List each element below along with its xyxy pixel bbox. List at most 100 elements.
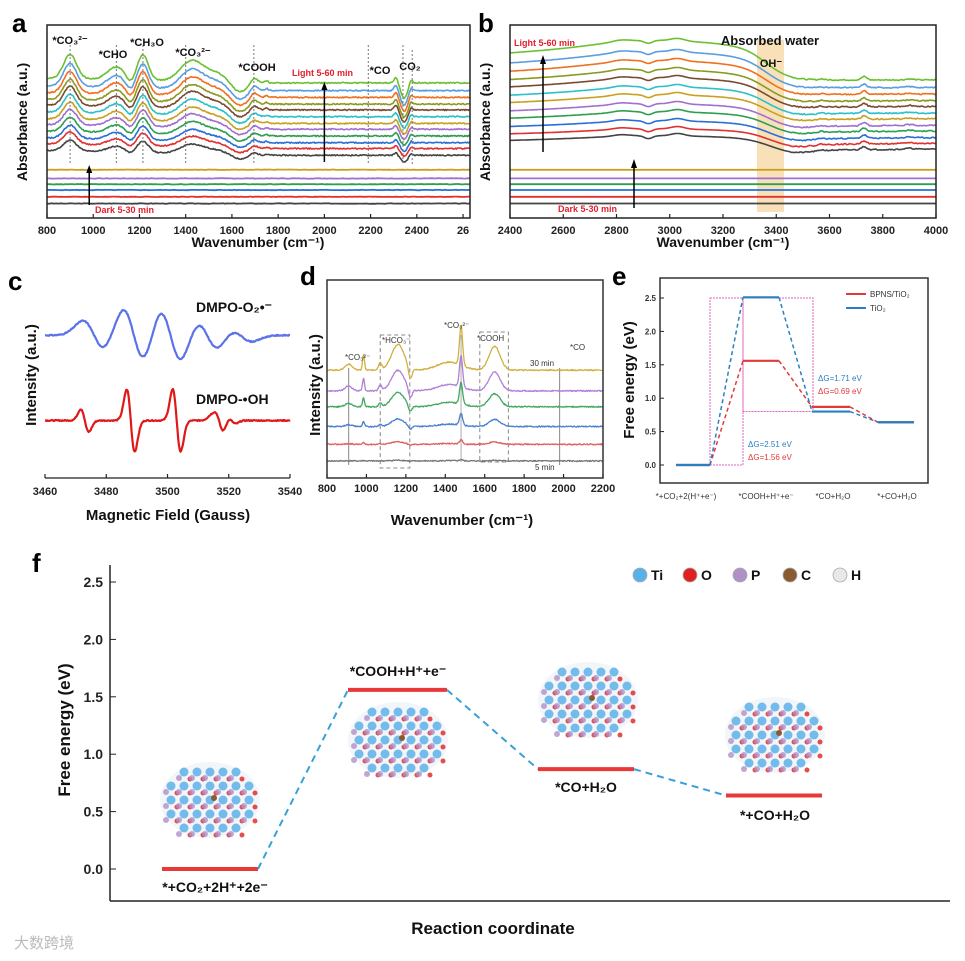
watermark: 大数跨境 bbox=[14, 934, 74, 952]
ti-atom bbox=[596, 723, 606, 733]
level-connector bbox=[849, 406, 879, 423]
atom-legend-label: H bbox=[851, 567, 861, 583]
p-atom bbox=[403, 757, 409, 763]
annotation-dg-156: ΔG=1.56 eV bbox=[748, 453, 792, 462]
ti-atom bbox=[406, 735, 416, 745]
ti-atom bbox=[354, 749, 364, 759]
highlight-box bbox=[479, 331, 509, 463]
p-atom bbox=[202, 817, 208, 823]
p-atom bbox=[429, 729, 435, 735]
panel-b-x-tick-label: 2800 bbox=[604, 225, 628, 237]
p-atom bbox=[241, 789, 247, 795]
o-atom bbox=[817, 725, 823, 731]
panel-d-x-label: Wavenumber (cm⁻¹) bbox=[391, 512, 533, 529]
ti-atom bbox=[244, 795, 254, 805]
o-atom bbox=[440, 730, 446, 736]
panel-f-y-tick-label: 2.5 bbox=[84, 574, 104, 590]
ti-atom bbox=[744, 716, 754, 726]
ti-atom bbox=[796, 758, 806, 768]
panel-letter-c: c bbox=[8, 266, 22, 296]
panel-f-x-label: Reaction coordinate bbox=[411, 919, 574, 938]
ti-atom bbox=[218, 781, 228, 791]
panel-c-x-tick-label: 3460 bbox=[33, 486, 57, 498]
ti-atom bbox=[770, 716, 780, 726]
light-series-line bbox=[510, 100, 937, 129]
ti-atom bbox=[544, 681, 554, 691]
ti-atom bbox=[179, 823, 189, 833]
esr-series-line bbox=[44, 387, 291, 453]
ti-atom bbox=[205, 809, 215, 819]
atom-legend-label: O bbox=[701, 567, 712, 583]
ti-atom bbox=[432, 721, 442, 731]
dark-arrow-head bbox=[86, 165, 93, 173]
legend-label-bpns: BPNS/TiO₂ bbox=[870, 290, 910, 299]
panel-f-y-tick-label: 2.0 bbox=[84, 631, 104, 647]
ti-atom bbox=[218, 823, 228, 833]
p-atom bbox=[241, 803, 247, 809]
panel-a-x-ticks: 800 1000 1200 1400 1600 1800 2000 2200 2400 26 bbox=[38, 214, 469, 237]
p-atom bbox=[741, 710, 747, 716]
p-atom bbox=[202, 775, 208, 781]
panel-d-x-tick-label: 1200 bbox=[394, 483, 418, 495]
raman-series-line bbox=[326, 324, 603, 379]
ti-atom bbox=[231, 795, 241, 805]
panel-letter-d: d bbox=[300, 261, 316, 291]
level-label-0: *+CO₂+2H⁺+2e⁻ bbox=[162, 879, 267, 895]
panel-d-series bbox=[326, 324, 604, 469]
p-atom bbox=[554, 689, 560, 695]
molecule-structure-image bbox=[348, 702, 448, 778]
p-atom bbox=[554, 717, 560, 723]
panel-f-y-tick-label: 1.5 bbox=[84, 689, 104, 705]
category-label-0: *+CO₂+2(H⁺+e⁻) bbox=[656, 492, 717, 501]
atom-legend-label: C bbox=[801, 567, 811, 583]
panel-letter-b: b bbox=[478, 8, 494, 38]
p-atom bbox=[541, 717, 547, 723]
light-series-line bbox=[509, 132, 937, 154]
panel-d-x-tick-label: 2000 bbox=[551, 483, 575, 495]
ti-atom bbox=[179, 809, 189, 819]
panel-e-y-tick-label: 2.5 bbox=[645, 294, 657, 303]
ti-atom bbox=[432, 735, 442, 745]
p-atom bbox=[754, 738, 760, 744]
time-label-30min: 30 min bbox=[530, 359, 554, 368]
p-atom bbox=[741, 766, 747, 772]
p-atom bbox=[593, 731, 599, 737]
p-atom bbox=[403, 715, 409, 721]
light-series-line bbox=[509, 83, 937, 116]
panel-c-x-ticks: 3460 3480 3500 3520 3540 bbox=[33, 474, 302, 498]
panel-letter-a: a bbox=[12, 8, 27, 38]
p-atom bbox=[754, 710, 760, 716]
light-series-line bbox=[46, 139, 470, 163]
series-label-dmpo-o2: DMPO-O₂•⁻ bbox=[196, 299, 272, 315]
ti-atom bbox=[179, 795, 189, 805]
light-series-line bbox=[46, 85, 470, 123]
panel-f-marks: 0.0 0.5 1.0 1.5 2.0 2.5 bbox=[84, 574, 822, 877]
o-atom bbox=[617, 732, 623, 738]
panel-f-y-tick-label: 0.5 bbox=[84, 804, 104, 820]
ti-atom bbox=[570, 681, 580, 691]
ti-atom bbox=[393, 707, 403, 717]
level-connector bbox=[778, 297, 813, 412]
category-label-2: *CO+H₂O bbox=[816, 492, 851, 501]
ti-atom bbox=[544, 695, 554, 705]
ti-atom bbox=[570, 667, 580, 677]
panel-d-x-tick-label: 1400 bbox=[433, 483, 457, 495]
p-atom bbox=[403, 743, 409, 749]
ti-atom bbox=[609, 695, 619, 705]
ti-atom bbox=[419, 721, 429, 731]
ti-atom bbox=[205, 781, 215, 791]
ti-atom bbox=[406, 763, 416, 773]
category-label-1: *COOH+H⁺+e⁻ bbox=[738, 492, 793, 501]
light-series-line bbox=[509, 57, 937, 96]
p-atom bbox=[390, 743, 396, 749]
panel-b-x-tick-label: 3800 bbox=[871, 225, 895, 237]
annotation-dg-251: ΔG=2.51 eV bbox=[748, 440, 792, 449]
p-atom bbox=[189, 817, 195, 823]
ti-atom bbox=[744, 744, 754, 754]
absorbed-water-label: Absorbed water bbox=[721, 33, 819, 48]
annotation-co2: CO₂ bbox=[399, 61, 421, 73]
o-atom bbox=[252, 818, 258, 824]
ti-atom bbox=[192, 781, 202, 791]
level-connector bbox=[257, 689, 349, 870]
raman-series-line bbox=[326, 354, 603, 399]
